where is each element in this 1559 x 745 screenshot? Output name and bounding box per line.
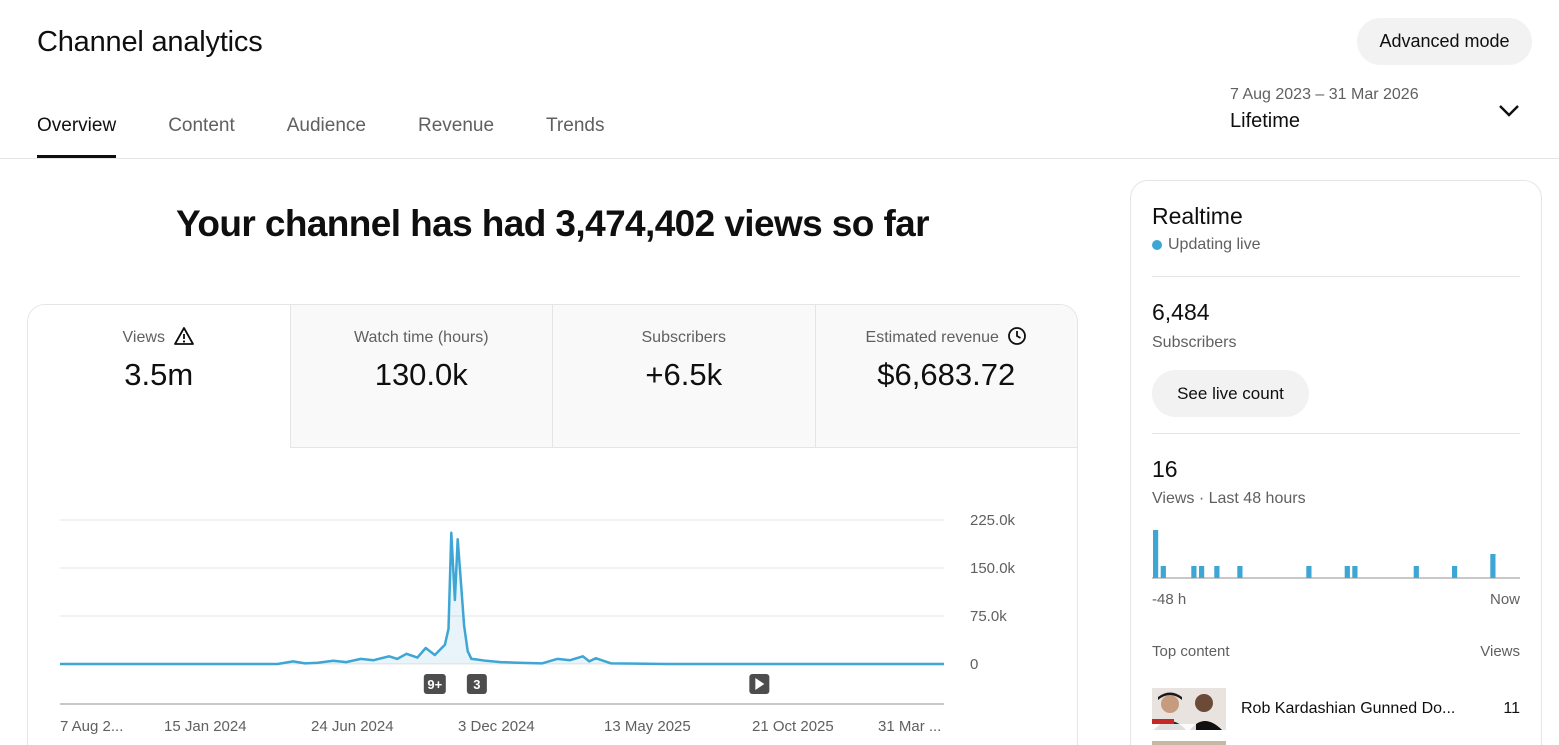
warning-icon[interactable] [173,326,195,351]
tabs-divider [0,158,1559,159]
realtime-subscribers-label: Subscribers [1152,334,1237,351]
svg-text:9+: 9+ [427,677,442,692]
metric-views[interactable]: Views 3.5m [28,305,290,448]
see-live-count-button[interactable]: See live count [1152,370,1309,417]
tab-overview[interactable]: Overview [37,100,117,158]
divider [1152,433,1520,434]
tab-revenue[interactable]: Revenue [417,115,495,136]
chart-marker[interactable]: 9+ [423,674,446,694]
chart-marker[interactable]: 3 [466,674,487,694]
x-tick-label: 15 Jan 2024 [164,718,247,735]
play-icon[interactable] [749,674,770,694]
realtime-views-bar-chart[interactable] [1152,521,1520,579]
overview-card: Views 3.5m Watch time (hours) 130.0k Sub… [27,304,1078,745]
video-thumbnail[interactable] [1152,741,1226,745]
y-tick-label: 225.0k [970,512,1016,529]
tab-bar: Overview Content Audience Revenue Trends [37,100,656,158]
metric-value: 130.0k [374,357,468,392]
chevron-down-icon[interactable] [1498,104,1520,123]
realtime-bar[interactable] [1214,566,1220,578]
y-tick-label: 0 [970,656,978,673]
metric-label: Views [122,329,165,346]
realtime-bar[interactable] [1490,554,1496,578]
x-tick-label: 24 Jun 2024 [311,718,394,735]
live-dot-icon [1152,240,1162,250]
realtime-bar[interactable] [1344,566,1350,578]
metric-value: +6.5k [645,357,723,392]
date-range-dates: 7 Aug 2023 – 31 Mar 2026 [1230,86,1419,103]
metric-value: $6,683.72 [877,357,1016,392]
metric-value: 3.5m [124,357,194,392]
divider [1152,276,1520,277]
realtime-panel: Realtime Updating live 6,484 Subscribers… [1130,180,1542,745]
tab-audience[interactable]: Audience [286,115,366,136]
realtime-axis-end: Now [1489,591,1520,608]
chart-series-line[interactable] [60,531,944,666]
svg-text:3: 3 [473,677,480,692]
realtime-bar[interactable] [1237,566,1243,578]
video-thumbnail[interactable] [1152,688,1226,730]
realtime-bar[interactable] [1153,530,1159,578]
metric-label: Estimated revenue [865,329,999,346]
page-title: Channel analytics [37,26,263,58]
realtime-bar[interactable] [1199,566,1205,578]
realtime-title: Realtime [1152,203,1243,229]
metric-label: Subscribers [641,329,726,346]
tab-trends[interactable]: Trends [546,115,605,136]
chart-area [60,532,944,664]
top-content-header: Top content [1152,643,1230,660]
clock-icon[interactable] [1007,326,1027,351]
y-tick-label: 150.0k [970,560,1016,577]
metric-estimated-revenue[interactable]: Estimated revenue $6,683.72 [814,305,1077,448]
realtime-bar[interactable] [1352,566,1358,578]
realtime-bar[interactable] [1160,566,1166,578]
top-content-item[interactable]: Rob Kardashian Gunned Do... 11 [1152,686,1520,732]
realtime-subscribers-value: 6,484 [1152,299,1210,325]
views-column-header: Views [1480,643,1520,660]
views-headline: Your channel has had 3,474,402 views so … [176,203,930,244]
realtime-bar[interactable] [1191,566,1197,578]
realtime-bar[interactable] [1413,566,1419,578]
date-range-selector[interactable]: 7 Aug 2023 – 31 Mar 2026 Lifetime [1230,86,1530,142]
realtime-views-label: Views · Last 48 hours [1152,490,1306,507]
x-tick-label: 21 Oct 2025 [752,718,834,735]
metric-watch-time[interactable]: Watch time (hours) 130.0k [289,305,552,448]
tab-content[interactable]: Content [168,115,235,136]
date-range-label: Lifetime [1230,110,1301,132]
realtime-bar[interactable] [1306,566,1312,578]
realtime-views-value: 16 [1152,456,1178,482]
realtime-status: Updating live [1168,236,1261,253]
x-tick-label: 31 Mar ... [878,718,941,735]
x-tick-label: 3 Dec 2024 [458,718,535,735]
views-line-chart[interactable]: 225.0k 150.0k 75.0k 0 7 Aug 2... 15 Jan 2024 2… [28,305,1078,745]
realtime-axis-start: -48 h [1152,591,1187,608]
top-content-views: 11 [1503,700,1520,717]
x-tick-label: 13 May 2025 [604,718,691,735]
x-tick-label: 7 Aug 2... [60,718,123,735]
metric-label: Watch time (hours) [353,329,489,346]
metric-subscribers[interactable]: Subscribers +6.5k [552,305,815,448]
realtime-bar[interactable] [1452,566,1458,578]
advanced-mode-button[interactable]: Advanced mode [1357,18,1532,65]
y-tick-label: 75.0k [970,608,1007,625]
metric-tabs: Views 3.5m Watch time (hours) 130.0k Sub… [28,305,1077,448]
top-content-title: Rob Kardashian Gunned Do... [1241,700,1456,717]
